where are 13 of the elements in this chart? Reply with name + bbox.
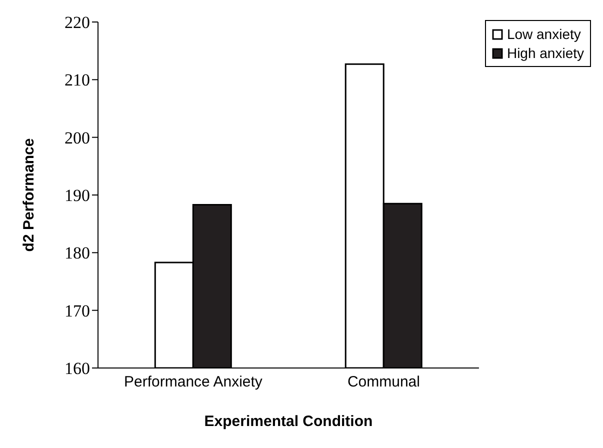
legend-label: Low anxiety (506, 26, 581, 42)
y-tick-label: 190 (64, 186, 90, 206)
x-tick-label: Performance Anxiety (124, 374, 263, 391)
y-axis-title: d2 Performance (20, 138, 38, 252)
y-tick-label: 180 (64, 244, 90, 263)
x-axis-title: Experimental Condition (204, 413, 373, 430)
y-tick-label: 170 (64, 301, 90, 320)
y-tick-label: 160 (64, 359, 90, 378)
y-tick-label: 210 (64, 70, 90, 90)
y-tick-label: 220 (64, 13, 90, 32)
x-tick-label: Communal (347, 374, 420, 391)
legend-label: High anxiety (506, 45, 584, 61)
y-tick-label: 200 (64, 128, 90, 148)
